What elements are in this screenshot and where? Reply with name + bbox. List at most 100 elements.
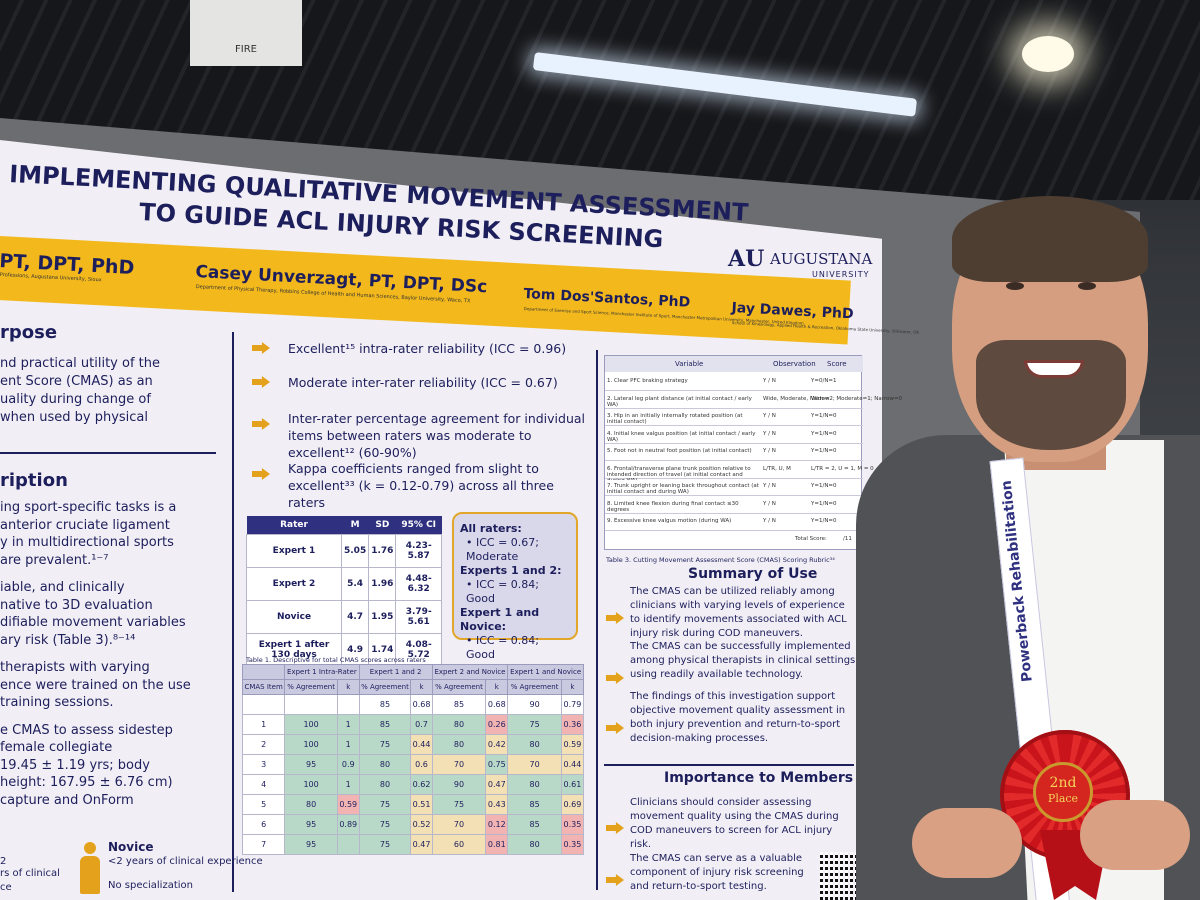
table-cell: 80: [507, 834, 562, 855]
description-line: ence were trained on the use: [0, 677, 191, 693]
table2-group-header: Expert 1 Intra-Rater: [284, 664, 360, 680]
table-cell: 75: [431, 794, 487, 815]
legend-fragment: rs of clinical: [0, 868, 60, 879]
table-cell: 0.42: [485, 734, 509, 755]
table-cell: 80: [284, 794, 338, 815]
bullet-arrow-icon: [606, 672, 624, 684]
purpose-line: nd practical utility of the: [0, 356, 160, 371]
rubric-cell: 6. Frontal/transverse plane trunk positi…: [607, 465, 751, 480]
table-cell: 0.59: [336, 794, 360, 815]
result-bullet: Kappa coefficients ranged from slight to…: [288, 461, 554, 510]
table-row: 5 80 0.59 75 0.51 75 0.43 85 0.69: [241, 794, 585, 815]
table-cell: 0.9: [336, 754, 360, 775]
table-cell: 95: [284, 834, 338, 855]
table2-sub-header: % Agreement: [507, 679, 562, 695]
award-center: 2nd Place: [1033, 762, 1093, 822]
novice-person-icon: [78, 842, 102, 894]
table-cell: 80: [358, 774, 412, 795]
importance-bullet: The CMAS can serve as a valuable compone…: [630, 853, 804, 892]
table-cell: 0.81: [485, 834, 509, 855]
table-cell: Novice: [246, 600, 342, 634]
rubric-total-value: /11: [843, 536, 852, 542]
table-row: 4 100 1 80 0.62 90 0.47 80 0.61: [241, 774, 585, 795]
purpose-line: ent Score (CMAS) as an: [0, 374, 153, 389]
table-cell: Expert 1: [246, 534, 342, 568]
table2-sub-header: k: [560, 679, 585, 695]
table-cell: 5.4: [340, 567, 370, 601]
rubric-cell: Y=1/N=0: [811, 483, 837, 489]
rubric-cell: 4. Initial knee valgus position (at init…: [607, 430, 756, 443]
summary-heading: Summary of Use: [688, 566, 818, 582]
table-cell: [241, 694, 286, 715]
rubric-header: Variable Observation Score: [605, 356, 863, 372]
table-cell: 0.47: [485, 774, 509, 795]
table-cell: 75: [358, 814, 412, 835]
description-line: 19.45 ± 1.19 yrs; body: [0, 757, 150, 773]
description-line: therapists with varying: [0, 660, 150, 675]
description-line: female collegiate: [0, 740, 113, 755]
rubric-cell: Y=1/N=0: [811, 430, 837, 437]
table-cell: 4.9: [340, 633, 370, 667]
purpose-line: uality during change of: [0, 392, 151, 407]
table-cell: 0.12: [485, 814, 509, 835]
table-row: Expert 2 5.4 1.96 4.48-6.32: [246, 567, 442, 601]
description-line: y in multidirectional sports: [0, 535, 174, 550]
table-cell: 4.7: [340, 600, 370, 634]
rubric-total-label: Total Score:: [795, 536, 827, 542]
table-cell: 75: [358, 834, 412, 855]
eye: [1006, 282, 1024, 290]
table-cell: 0.51: [410, 794, 433, 815]
table-cell: 60: [431, 834, 487, 855]
description-line: native to 3D evaluation: [0, 597, 153, 613]
table-cell: 85: [431, 694, 487, 715]
bullet-arrow-icon: [606, 822, 624, 834]
description-line: training sessions.: [0, 695, 114, 710]
rubric-cell: Y / N: [763, 500, 776, 507]
result-bullet: Excellent¹⁵ intra-rater reliability (ICC…: [288, 341, 567, 356]
beard: [976, 340, 1126, 450]
section-divider: [0, 452, 216, 454]
rubric-header-cell: Observation: [773, 360, 816, 368]
table1-caption: Table 1. Descriptive for total CMAS scor…: [246, 656, 426, 664]
table2-corner: [241, 664, 286, 680]
table-cell: 3.79-5.61: [395, 600, 442, 634]
rubric-cell: Y=1/N=0: [811, 448, 837, 454]
purpose-heading: rpose: [0, 322, 58, 343]
novice-legend-title: Novice: [108, 840, 154, 854]
table-cell: 0.69: [560, 794, 585, 815]
table-cell: 95: [284, 754, 338, 775]
rubric-row-divider: [605, 460, 863, 461]
description-line: ary risk (Table 3).⁸⁻¹⁴: [0, 632, 136, 648]
agreement-table: Expert 1 Intra-Rater Expert 1 and 2 Expert…: [241, 664, 585, 855]
rubric-cell: Y=1/N=0: [811, 413, 837, 419]
rubric-cell: 9. Excessive knee valgus motion (during …: [607, 518, 732, 524]
rubric-cell: Wide, Moderate, Narrow: [763, 395, 830, 402]
rubric-row-divider: [605, 495, 863, 496]
table-cell: 0.35: [560, 814, 585, 835]
table-cell: 100: [284, 714, 338, 735]
novice-legend-item: No specialization: [108, 880, 193, 891]
table-cell: [336, 694, 360, 715]
rubric-cell: L/TR = 2, U = 1, M = 0: [811, 465, 874, 472]
qr-code: [820, 852, 860, 900]
rubric-cell: Y / N: [763, 448, 776, 454]
table2-sub-header: k: [336, 679, 360, 695]
table-cell: 70: [507, 754, 562, 775]
table-row: 85 0.68 85 0.68 90 0.79: [241, 694, 585, 715]
table-cell: [336, 834, 360, 855]
exit-sign: FIRE: [190, 0, 302, 66]
table-cell: 80: [507, 774, 562, 795]
rubric-cell: Y / N: [763, 483, 776, 489]
table-cell: 90: [431, 774, 487, 795]
smile: [1024, 360, 1084, 378]
table-cell: 80: [358, 754, 412, 775]
table1-header: Rater: [246, 516, 342, 535]
left-hand: [912, 808, 1022, 878]
rubric-cell: Y=1/N=0: [811, 500, 837, 507]
importance-bullet: Clinicians should consider assessing mov…: [630, 797, 839, 850]
table-row: 2 100 1 75 0.44 80 0.42 80 0.59: [241, 734, 585, 755]
importance-heading: Importance to Members: [664, 770, 854, 786]
description-line: height: 167.95 ± 6.76 cm): [0, 775, 173, 790]
table-row: 6 95 0.89 75 0.52 70 0.12 85 0.35: [241, 814, 585, 835]
table-cell: 1: [336, 734, 360, 755]
